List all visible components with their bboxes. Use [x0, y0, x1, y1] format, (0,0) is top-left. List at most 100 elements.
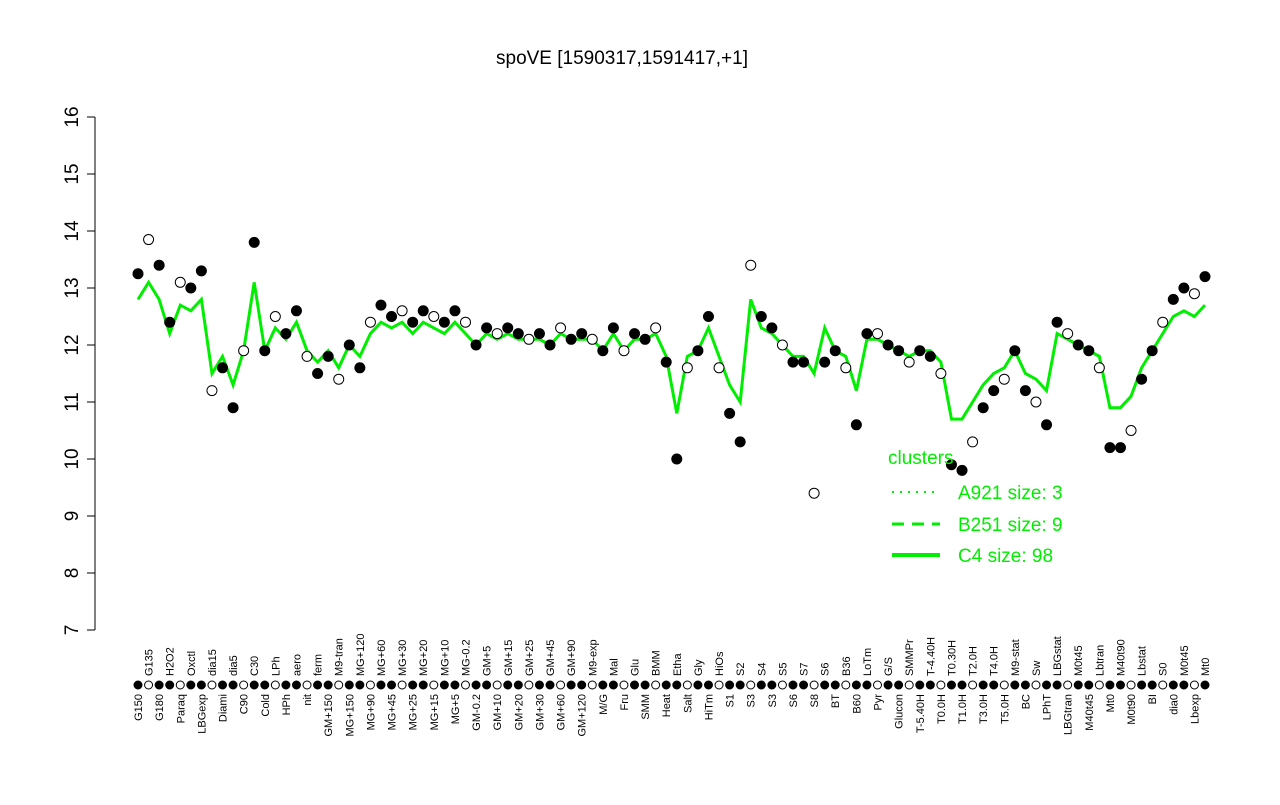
x-tick-label: C90 [239, 694, 251, 714]
x-tick-label: Lbtran [1094, 645, 1106, 676]
x-marker [651, 680, 661, 690]
x-marker [989, 680, 999, 690]
data-point [755, 311, 767, 322]
data-point [343, 339, 355, 351]
x-tick-label: MG+25 [408, 694, 420, 730]
data-point [428, 311, 440, 322]
data-point [470, 339, 482, 351]
data-point [1083, 345, 1095, 357]
x-marker [682, 680, 692, 690]
cluster-line-c4 [136, 279, 1207, 421]
y-tick-label: 12 [62, 334, 83, 355]
x-marker [313, 680, 323, 690]
x-tick-label: Pyr [873, 694, 885, 711]
y-tick-label: 15 [62, 163, 83, 184]
x-marker [1020, 680, 1030, 690]
x-tick-label: M0t45 [1179, 645, 1191, 676]
x-marker [756, 680, 766, 690]
x-marker [1147, 680, 1157, 690]
data-point [872, 328, 884, 340]
x-marker [1084, 680, 1094, 690]
data-point [227, 402, 239, 414]
data-point [650, 322, 662, 334]
data-point [523, 333, 535, 345]
data-point [1125, 425, 1137, 436]
x-marker [175, 680, 185, 690]
chart-title: spoVE [1590317,1591417,+1] [496, 48, 748, 69]
data-point [491, 328, 503, 340]
x-tick-label: Glucon [894, 694, 906, 729]
x-tick-label: MG+15 [429, 694, 441, 730]
x-marker [218, 680, 228, 690]
x-marker [1200, 680, 1210, 690]
y-axis: 7 8 9 10 11 12 13 14 15 16 [62, 106, 96, 636]
x-tick-label: Etha [672, 652, 684, 676]
data-point [481, 322, 493, 334]
data-point [502, 322, 514, 334]
data-point [945, 459, 957, 471]
data-point [1093, 362, 1105, 374]
x-marker [767, 680, 777, 690]
x-tick-label: T3.0H [978, 694, 990, 724]
x-marker [894, 680, 904, 690]
x-marker [746, 680, 756, 690]
x-marker [630, 680, 640, 690]
x-tick-label: SMMPr [904, 639, 916, 676]
x-tick-label: MG+30 [397, 640, 409, 676]
x-tick-label: M9-tran [334, 638, 346, 676]
data-point [819, 356, 831, 368]
x-tick-label: M/G [598, 694, 610, 715]
data-point [248, 236, 260, 248]
legend: clusters A921 size: 3 B251 size: 9 C4 si… [888, 448, 1063, 567]
x-tick-label: S6 [820, 663, 832, 676]
x-tick-label: S5 [777, 663, 789, 676]
x-tick-label: LBGtran [1063, 694, 1075, 735]
x-marker [1115, 680, 1125, 690]
x-marker [450, 680, 460, 690]
data-point [967, 436, 979, 448]
x-marker [482, 680, 492, 690]
data-point [1188, 288, 1200, 300]
x-tick-label: MG+90 [365, 694, 377, 730]
x-tick-label: Lbstat [1137, 646, 1149, 676]
x-tick-label: GM+5 [482, 646, 494, 676]
x-tick-label: LPhT [1042, 694, 1054, 721]
x-marker [608, 680, 618, 690]
x-marker [1158, 680, 1168, 690]
data-point [956, 464, 968, 476]
data-point [586, 333, 598, 345]
data-point [407, 316, 419, 328]
x-marker [1031, 680, 1041, 690]
x-marker [1010, 680, 1020, 690]
data-point [713, 362, 725, 374]
x-marker [1042, 680, 1052, 690]
x-tick-label: Glu [630, 659, 642, 676]
x-marker [228, 680, 238, 690]
x-marker [302, 680, 312, 690]
x-tick-label: Mt0 [1105, 694, 1117, 712]
x-tick-label: MG+60 [376, 640, 388, 676]
legend-label-a921: A921 size: 3 [958, 483, 1063, 504]
data-point [1136, 373, 1148, 385]
data-point [386, 311, 398, 322]
x-tick-label: S8 [809, 694, 821, 707]
data-point [766, 322, 778, 334]
data-point [1146, 345, 1158, 357]
x-tick-label: G180 [154, 694, 166, 721]
data-point [1019, 385, 1031, 397]
data-point [143, 234, 155, 246]
x-marker [566, 680, 576, 690]
y-tick-label: 7 [62, 625, 83, 636]
data-point [977, 402, 989, 414]
x-tick-label: T1.0H [957, 694, 969, 724]
data-point [238, 345, 250, 357]
x-tick-label: B36 [841, 656, 853, 676]
x-marker [1179, 680, 1189, 690]
x-marker [1137, 680, 1147, 690]
x-marker [418, 680, 428, 690]
x-marker [1063, 680, 1073, 690]
data-point [1072, 339, 1084, 351]
x-marker [883, 680, 893, 690]
data-point [153, 259, 165, 271]
data-point [724, 407, 736, 419]
